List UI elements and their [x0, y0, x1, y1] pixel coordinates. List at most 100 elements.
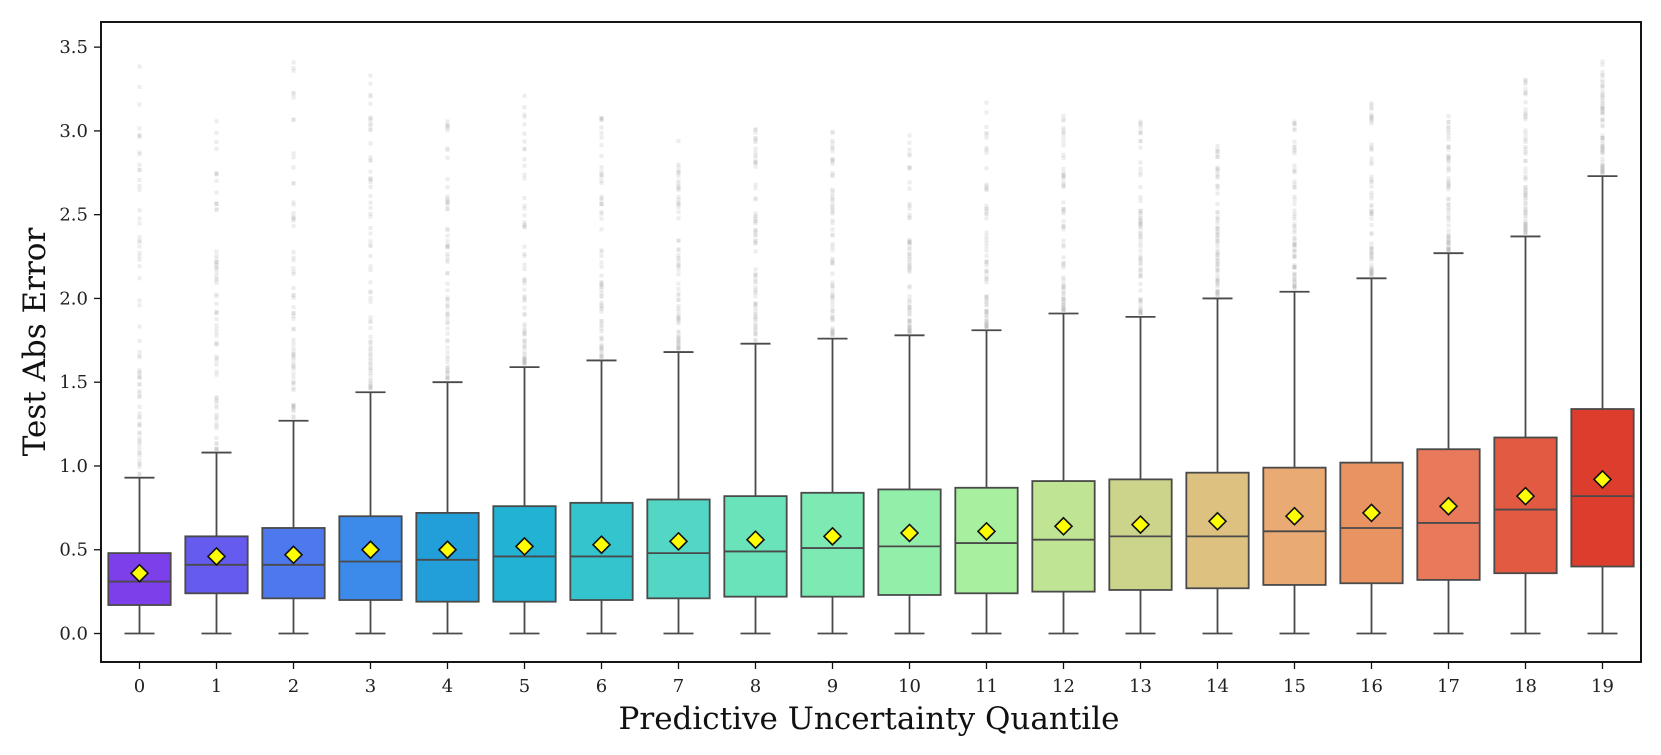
outlier-point [1216, 259, 1220, 263]
outlier-point [754, 160, 758, 164]
outlier-point [523, 94, 527, 98]
outlier-point [1293, 222, 1297, 226]
outlier-point [677, 260, 681, 264]
outlier-point [985, 303, 989, 307]
outlier-point [1370, 117, 1374, 121]
x-tick-label: 8 [750, 676, 761, 697]
outlier-point [1216, 144, 1220, 148]
outlier-point [1139, 167, 1143, 171]
outlier-point [1062, 114, 1066, 118]
outlier-point [985, 146, 989, 150]
outlier-point [1139, 195, 1143, 199]
outlier-point [908, 213, 912, 217]
outlier-point [1447, 224, 1451, 228]
outlier-point [369, 170, 373, 174]
outlier-point [138, 65, 142, 69]
outlier-point [831, 326, 835, 330]
y-axis-label: Test Abs Error [17, 228, 53, 457]
outlier-point [985, 231, 989, 235]
outlier-point [600, 154, 604, 158]
outlier-point [292, 380, 296, 384]
outlier-point [908, 261, 912, 265]
outlier-point [292, 342, 296, 346]
outlier-point [908, 216, 912, 220]
outlier-point [1524, 135, 1528, 139]
outlier-point [1601, 139, 1605, 143]
outlier-point [1524, 80, 1528, 84]
outlier-point [292, 365, 296, 369]
outlier-point [754, 288, 758, 292]
outlier-point [446, 332, 450, 336]
outlier-point [831, 188, 835, 192]
outlier-point [600, 329, 604, 333]
outlier-point [1370, 271, 1374, 275]
outlier-point [677, 309, 681, 313]
outlier-point [1293, 149, 1297, 153]
outlier-point [600, 344, 604, 348]
outlier-point [1139, 262, 1143, 266]
outlier-point [1601, 80, 1605, 84]
outlier-point [1601, 134, 1605, 138]
outlier-point [1601, 95, 1605, 99]
outlier-point [138, 184, 142, 188]
outlier-point [215, 119, 219, 123]
outlier-point [985, 187, 989, 191]
outlier-point [446, 316, 450, 320]
outlier-point [138, 339, 142, 343]
box-plot-chart: 0.0 0.5 1.0 1.5 2.0 2.5 3.0 3.5 0 1 2 3 4 5 6 7 8 9 10 11 1… [0, 0, 1661, 755]
outlier-point [1370, 254, 1374, 258]
outlier-point [1139, 131, 1143, 135]
y-tick-label: 3.5 [59, 37, 88, 58]
outlier-point [1293, 180, 1297, 184]
outlier-point [677, 239, 681, 243]
outlier-point [1524, 167, 1528, 171]
outlier-point [1139, 185, 1143, 189]
outlier-point [831, 333, 835, 337]
outlier-point [985, 101, 989, 105]
outlier-point [1139, 311, 1143, 315]
outlier-point [215, 302, 219, 306]
outlier-point [446, 288, 450, 292]
outlier-point [908, 323, 912, 327]
outlier-point [215, 311, 219, 315]
outlier-point [1139, 288, 1143, 292]
outlier-point [985, 110, 989, 114]
outlier-point [1139, 275, 1143, 279]
outlier-point [369, 158, 373, 162]
outlier-point [908, 134, 912, 138]
outlier-point [446, 227, 450, 231]
outlier-point [1062, 219, 1066, 223]
outlier-point [1370, 266, 1374, 270]
x-tick-label: 17 [1437, 676, 1460, 697]
outlier-point [1062, 131, 1066, 135]
outlier-point [138, 85, 142, 89]
outlier-point [677, 247, 681, 251]
outlier-point [138, 431, 142, 435]
outlier-point [600, 338, 604, 342]
outlier-point [1601, 111, 1605, 115]
outlier-point [138, 350, 142, 354]
x-tick-label: 18 [1514, 676, 1537, 697]
outlier-point [369, 315, 373, 319]
outlier-point [754, 239, 758, 243]
outlier-point [1062, 118, 1066, 122]
outlier-point [831, 221, 835, 225]
outlier-point [677, 330, 681, 334]
outlier-point [908, 313, 912, 317]
x-tick-label: 19 [1591, 676, 1614, 697]
outlier-point [138, 126, 142, 130]
outlier-point [985, 269, 989, 273]
outlier-point [1601, 123, 1605, 127]
outlier-point [754, 147, 758, 151]
outlier-point [985, 245, 989, 249]
outlier-point [1370, 217, 1374, 221]
outlier-point [908, 154, 912, 158]
outlier-point [446, 244, 450, 248]
outlier-point [523, 105, 527, 109]
outlier-point [1139, 268, 1143, 272]
outlier-point [600, 355, 604, 359]
outlier-point [292, 409, 296, 413]
outlier-point [292, 266, 296, 270]
outlier-point [1062, 286, 1066, 290]
outlier-point [1139, 237, 1143, 241]
